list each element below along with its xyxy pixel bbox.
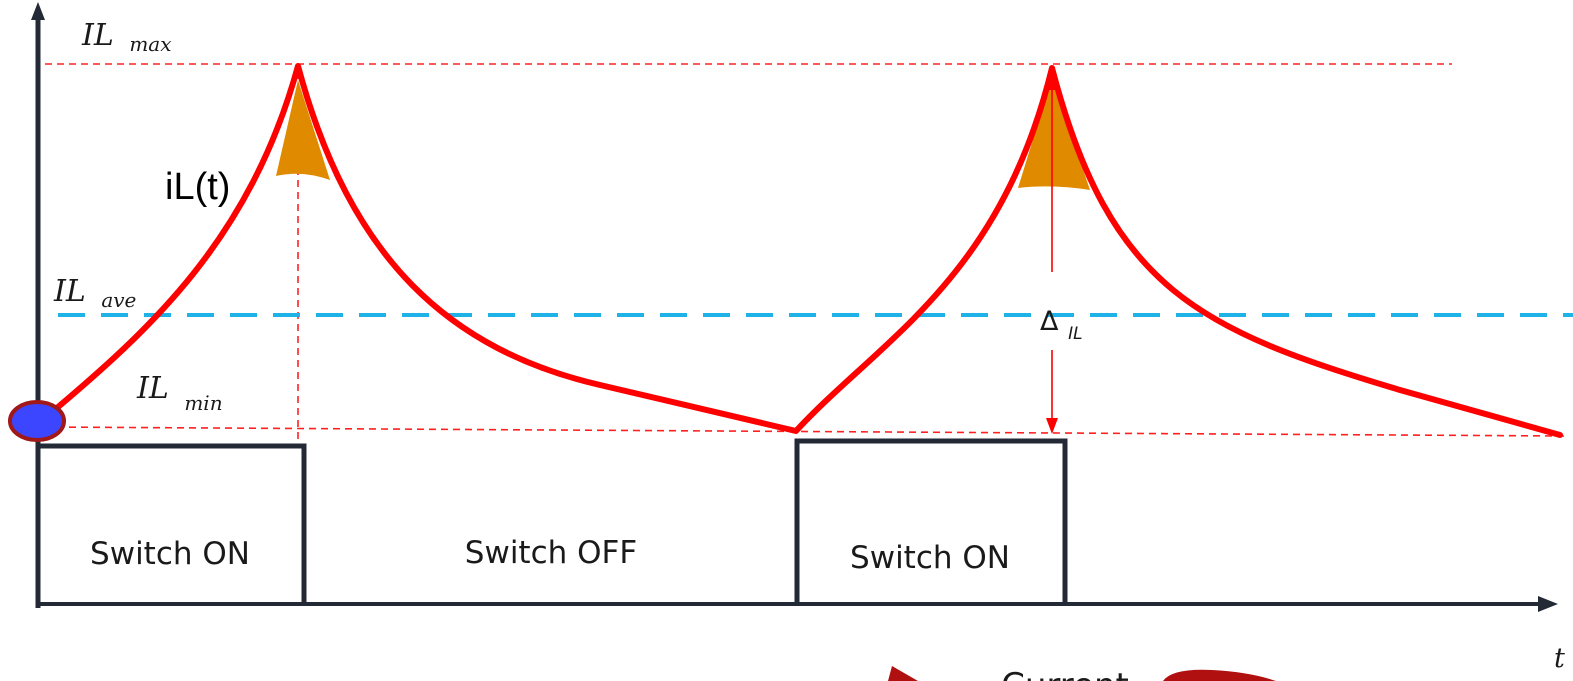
phase-label-switch-off: Switch OFF xyxy=(465,535,637,571)
phase-label-switch-on-2: Switch ON xyxy=(850,540,1010,576)
il-t-label: iL(t) xyxy=(165,166,230,208)
switch-on-box-1 xyxy=(35,443,307,604)
current-partial-label: Current xyxy=(1001,666,1129,681)
start-point-marker xyxy=(8,400,66,442)
partial-arrow-left xyxy=(888,666,918,681)
il-min-label: IL min xyxy=(136,371,223,415)
il-min-dashed-line xyxy=(44,426,1566,437)
delta-il-arrow xyxy=(1046,74,1058,434)
inductor-current-curve xyxy=(42,63,1563,438)
y-axis-arrowhead xyxy=(31,2,45,20)
il-ave-label: IL ave xyxy=(53,274,136,312)
phase-label-switch-on-1: Switch ON xyxy=(90,536,250,572)
x-axis-arrowhead xyxy=(1538,596,1558,612)
time-axis-label: t xyxy=(1554,643,1565,674)
partial-arrow-right xyxy=(1163,669,1276,681)
ripple-area-2 xyxy=(1018,78,1090,190)
delta-il-label: Δ IL xyxy=(1040,306,1083,344)
ripple-area-1 xyxy=(276,80,330,180)
il-max-label: IL max xyxy=(81,18,172,56)
switch-on-box-2 xyxy=(794,438,1068,604)
